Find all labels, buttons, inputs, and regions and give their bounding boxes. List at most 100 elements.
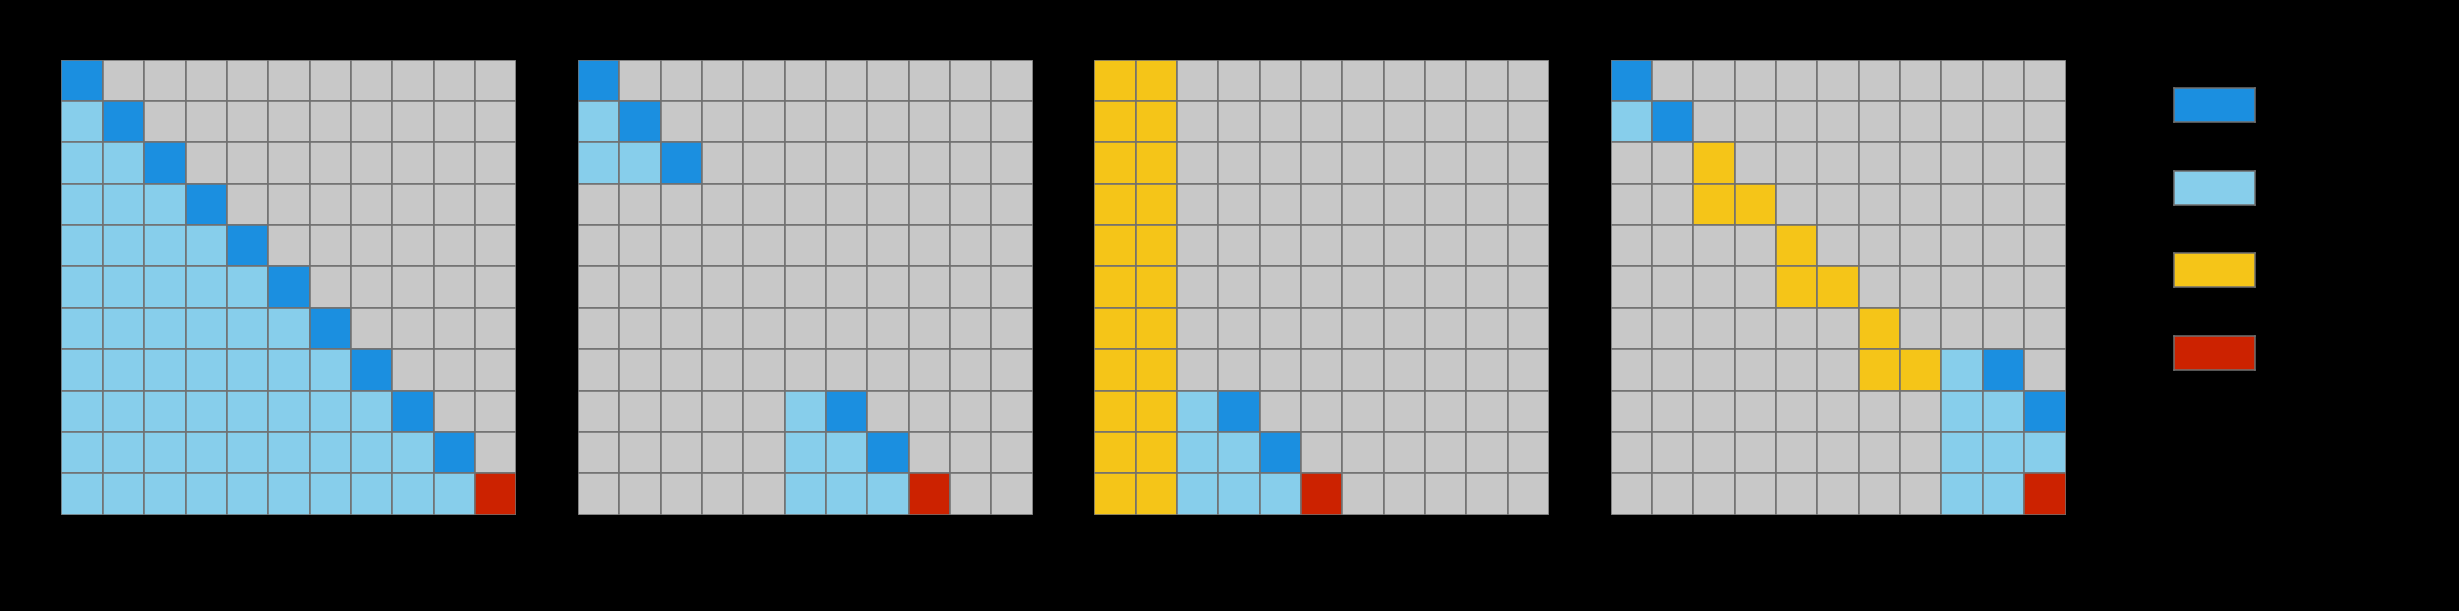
Bar xyxy=(1734,142,1775,184)
Bar xyxy=(661,432,701,474)
Bar xyxy=(910,101,949,142)
Bar xyxy=(1094,225,1136,266)
Bar xyxy=(226,225,268,266)
Bar xyxy=(61,474,103,514)
Bar xyxy=(1982,225,2024,266)
Bar xyxy=(1507,266,1549,308)
Bar xyxy=(1259,390,1301,432)
Bar xyxy=(1301,308,1343,349)
Bar xyxy=(352,349,393,390)
Bar xyxy=(1217,142,1259,184)
Bar xyxy=(910,142,949,184)
Bar xyxy=(784,474,826,514)
Bar xyxy=(1817,308,1859,349)
Bar xyxy=(949,308,991,349)
Bar xyxy=(1901,101,1943,142)
Bar xyxy=(352,308,393,349)
Bar xyxy=(1178,474,1217,514)
Bar xyxy=(991,184,1033,225)
Bar xyxy=(61,349,103,390)
Bar xyxy=(1136,225,1178,266)
Bar xyxy=(103,142,145,184)
Bar xyxy=(1466,390,1507,432)
Bar xyxy=(184,184,226,225)
Bar xyxy=(701,308,743,349)
Bar xyxy=(268,142,310,184)
Bar xyxy=(701,101,743,142)
Bar xyxy=(1652,349,1694,390)
Bar xyxy=(1943,308,1982,349)
Bar xyxy=(226,432,268,474)
Bar xyxy=(784,390,826,432)
Bar xyxy=(620,390,661,432)
Bar xyxy=(393,184,433,225)
Bar xyxy=(991,474,1033,514)
Bar xyxy=(701,225,743,266)
Bar xyxy=(1652,142,1694,184)
Bar xyxy=(1384,266,1426,308)
Bar xyxy=(991,101,1033,142)
Bar xyxy=(1301,225,1343,266)
Bar xyxy=(1652,474,1694,514)
Bar xyxy=(1775,432,1817,474)
Bar xyxy=(991,60,1033,101)
Bar xyxy=(1817,474,1859,514)
Bar xyxy=(949,142,991,184)
Bar xyxy=(1734,308,1775,349)
Bar xyxy=(184,308,226,349)
Bar xyxy=(1259,142,1301,184)
Bar xyxy=(1694,474,1734,514)
Bar xyxy=(1178,349,1217,390)
Bar xyxy=(1343,266,1384,308)
Bar xyxy=(103,474,145,514)
Bar xyxy=(1217,432,1259,474)
Bar xyxy=(145,142,184,184)
Bar xyxy=(661,142,701,184)
Bar xyxy=(784,225,826,266)
Bar xyxy=(1507,60,1549,101)
Bar xyxy=(1694,308,1734,349)
Bar xyxy=(661,349,701,390)
Bar xyxy=(475,60,516,101)
Bar xyxy=(1859,266,1901,308)
Bar xyxy=(2024,390,2066,432)
Bar xyxy=(868,349,910,390)
Bar xyxy=(1611,266,1652,308)
Bar xyxy=(661,101,701,142)
Bar xyxy=(1817,101,1859,142)
Bar xyxy=(661,474,701,514)
Bar xyxy=(701,142,743,184)
Bar xyxy=(268,390,310,432)
Bar xyxy=(1466,225,1507,266)
Bar xyxy=(226,142,268,184)
Bar xyxy=(2024,60,2066,101)
Bar xyxy=(910,184,949,225)
Bar xyxy=(1217,349,1259,390)
Bar xyxy=(103,308,145,349)
Bar xyxy=(103,266,145,308)
Bar xyxy=(1734,225,1775,266)
Bar xyxy=(310,225,352,266)
Bar xyxy=(310,432,352,474)
Bar xyxy=(578,101,620,142)
Bar xyxy=(1301,184,1343,225)
Bar xyxy=(475,474,516,514)
Bar xyxy=(784,308,826,349)
Bar xyxy=(310,308,352,349)
Bar xyxy=(226,390,268,432)
Bar xyxy=(620,184,661,225)
Bar xyxy=(352,266,393,308)
Bar xyxy=(1259,225,1301,266)
Bar xyxy=(1734,432,1775,474)
Bar xyxy=(1734,474,1775,514)
Bar xyxy=(1901,308,1943,349)
Bar xyxy=(475,184,516,225)
Bar xyxy=(578,142,620,184)
Bar xyxy=(910,266,949,308)
Bar xyxy=(433,390,475,432)
Bar xyxy=(475,225,516,266)
Bar xyxy=(1694,225,1734,266)
Bar xyxy=(784,266,826,308)
Bar xyxy=(103,225,145,266)
Bar xyxy=(826,308,868,349)
